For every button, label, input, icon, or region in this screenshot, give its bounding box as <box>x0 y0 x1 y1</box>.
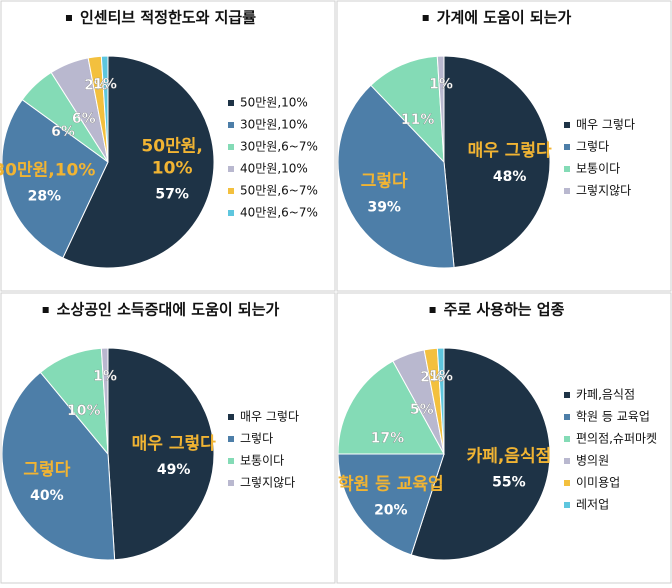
legend-label: 그렇다 <box>240 431 273 446</box>
legend-swatch <box>228 122 234 128</box>
legend-swatch <box>564 122 570 128</box>
slice-annotation: 매우 그렇다 <box>468 141 552 161</box>
value-label: 1% <box>429 369 453 385</box>
pie-slice <box>410 347 551 561</box>
value-label: 5% <box>410 402 434 418</box>
value-label: 28% <box>28 188 62 204</box>
slice-annotation: 10% <box>152 158 193 178</box>
pie-slice <box>100 347 109 455</box>
pie-slice <box>337 360 445 455</box>
value-label: 49% <box>157 462 191 478</box>
slice-annotation: 학원 등 교육업 <box>338 475 444 495</box>
slice-annotation: 매우 그렇다 <box>132 434 216 454</box>
value-label: 10% <box>67 403 101 419</box>
legend-swatch <box>564 458 570 464</box>
legend-label: 그렇지않다 <box>576 183 631 198</box>
pie-slice <box>436 347 445 455</box>
legend-swatch <box>228 188 234 194</box>
legend-label: 카페,음식점 <box>576 388 635 402</box>
value-label: 2% <box>84 77 108 93</box>
slice-annotation: 그렇다 <box>361 171 408 191</box>
legend-swatch <box>228 480 234 486</box>
pie-slice <box>1 371 116 561</box>
panel-border <box>336 0 672 292</box>
value-label: 55% <box>492 474 526 490</box>
legend-label: 30만원,6~7% <box>240 140 318 154</box>
value-label: 1% <box>93 77 117 93</box>
legend-swatch <box>228 144 234 150</box>
title-bullet <box>429 307 436 313</box>
pie-slice <box>436 55 445 163</box>
slice-annotation: 그렇다 <box>23 460 70 480</box>
pie-slice <box>443 55 551 269</box>
legend-swatch <box>564 144 570 150</box>
pie-slice <box>337 84 455 269</box>
legend-swatch <box>228 210 234 216</box>
legend-swatch <box>228 166 234 172</box>
panel-title: 주로 사용하는 업종 <box>444 301 565 319</box>
legend-label: 병의원 <box>576 454 609 468</box>
title-bullet <box>65 15 72 21</box>
legend-swatch <box>564 414 570 420</box>
legend-label: 매우 그렇다 <box>240 409 299 424</box>
slice-annotation: 30만원,10% <box>0 160 95 180</box>
legend-label: 그렇지않다 <box>240 475 295 490</box>
legend-label: 이미용업 <box>576 476 620 490</box>
legend-swatch <box>564 188 570 194</box>
value-label: 11% <box>401 112 435 128</box>
legend-swatch <box>564 392 570 398</box>
value-label: 39% <box>367 199 401 215</box>
legend-label: 그렇다 <box>576 139 609 154</box>
legend-label: 레저업 <box>576 498 609 512</box>
legend-label: 학원 등 교육업 <box>576 410 650 424</box>
value-label: 40% <box>30 488 64 504</box>
legend-swatch <box>564 436 570 442</box>
value-label: 48% <box>493 169 527 185</box>
legend-swatch <box>228 436 234 442</box>
value-label: 1% <box>429 77 453 93</box>
value-label: 17% <box>371 431 405 447</box>
panel-border <box>0 292 336 584</box>
panel-border <box>0 0 336 292</box>
legend-swatch <box>564 480 570 486</box>
legend-swatch <box>228 414 234 420</box>
legend-label: 보통이다 <box>576 162 620 176</box>
legend-swatch <box>228 458 234 464</box>
legend-label: 매우 그렇다 <box>576 117 635 132</box>
slice-annotation: 카페,음식점 <box>467 446 552 466</box>
title-bullet <box>422 15 429 21</box>
legend-label: 50만원,6~7% <box>240 184 318 198</box>
legend-label: 40만원,6~7% <box>240 206 318 220</box>
pie-slice <box>107 347 215 561</box>
value-label: 6% <box>72 111 96 127</box>
slice-annotation: 50만원, <box>141 136 202 156</box>
pie-slice <box>337 453 445 556</box>
panel-title: 가계에 도움이 되는가 <box>437 9 572 27</box>
legend-label: 편의점,슈퍼마켓 <box>576 432 657 446</box>
legend-label: 30만원,10% <box>240 118 308 132</box>
panel-title: 인센티브 적정한도와 지급률 <box>80 9 256 27</box>
pie-slice <box>1 98 109 259</box>
legend-swatch <box>564 166 570 172</box>
value-label: 6% <box>51 124 75 140</box>
legend-label: 40만원,10% <box>240 162 308 176</box>
panel-border <box>336 292 672 584</box>
value-label: 57% <box>155 186 189 202</box>
value-label: 1% <box>93 369 117 385</box>
legend-label: 보통이다 <box>240 454 284 468</box>
pie-slice <box>62 55 215 269</box>
legend-swatch <box>564 502 570 508</box>
value-label: 20% <box>374 503 408 519</box>
pie-slice <box>100 55 109 163</box>
legend-swatch <box>228 100 234 106</box>
title-bullet <box>42 307 49 313</box>
panel-title: 소상공인 소득증대에 도움이 되는가 <box>57 301 280 319</box>
value-label: 2% <box>420 369 444 385</box>
pie-slice <box>370 55 445 164</box>
legend-label: 50만원,10% <box>240 96 308 110</box>
